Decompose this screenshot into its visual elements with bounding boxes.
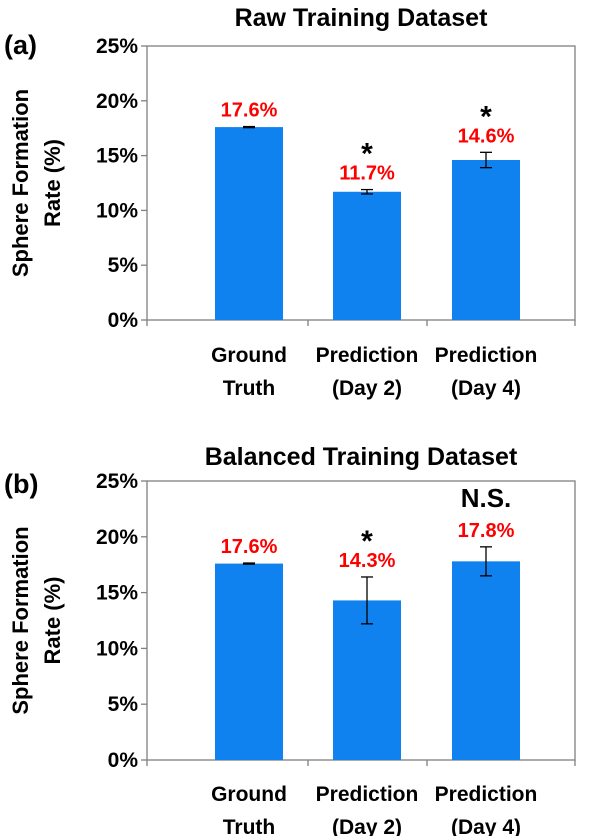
y-tick-label: 5% [108, 254, 139, 277]
bar [333, 600, 401, 760]
significance-star: * [361, 525, 373, 558]
bar [215, 563, 283, 760]
y-tick-label: 10% [96, 199, 138, 222]
data-label: 14.6% [458, 125, 515, 147]
data-label: 17.8% [458, 520, 515, 542]
x-category-label: Truth [223, 377, 276, 400]
y-axis-label-line: Sphere Formation [8, 526, 33, 714]
y-tick-label: 5% [108, 693, 139, 716]
bar [452, 561, 520, 760]
y-tick-label: 20% [96, 526, 138, 549]
y-tick-label: 25% [96, 470, 138, 493]
bar [452, 159, 520, 320]
x-category-label: (Day 2) [332, 816, 402, 836]
x-category-label: Truth [223, 816, 276, 836]
x-category-label: Prediction [316, 783, 419, 806]
x-category-label: Prediction [435, 783, 538, 806]
panel-label: (a) [4, 30, 37, 60]
data-label: 17.6% [221, 536, 278, 558]
y-tick-label: 15% [96, 582, 138, 605]
x-category-label: (Day 4) [451, 816, 521, 836]
panel-b: Balanced Training Dataset (b) Sphere Forma… [4, 443, 576, 836]
bar [333, 191, 401, 320]
data-label: 17.6% [221, 100, 278, 122]
panel-a: Raw Training Dataset (a) Sphere Formation R… [4, 4, 576, 400]
data-label: 14.3% [339, 550, 396, 572]
chart-title: Balanced Training Dataset [205, 443, 518, 471]
panel-label: (b) [4, 469, 38, 499]
data-label: 11.7% [339, 163, 395, 185]
y-axis-label-line: Rate (%) [40, 576, 65, 664]
y-tick-label: 0% [108, 309, 139, 332]
x-category-label: Prediction [435, 344, 538, 367]
y-tick-label: 10% [96, 637, 138, 660]
y-tick-label: 20% [96, 90, 138, 113]
y-axis-label-line: Rate (%) [40, 139, 65, 227]
chart-title: Raw Training Dataset [235, 4, 489, 32]
x-category-label: Prediction [316, 344, 419, 367]
significance-star: * [480, 100, 492, 133]
significance-label: N.S. [461, 483, 512, 513]
bar [215, 127, 283, 320]
x-category-label: Ground [211, 783, 287, 806]
significance-star: * [361, 138, 373, 171]
x-category-label: Ground [211, 344, 287, 367]
y-axis-label: Sphere Formation Rate (%) [8, 89, 65, 277]
y-tick-label: 15% [96, 145, 138, 168]
y-axis-label: Sphere Formation Rate (%) [8, 526, 65, 714]
y-axis-label-line: Sphere Formation [8, 89, 33, 277]
x-category-label: (Day 4) [451, 377, 521, 400]
x-category-label: (Day 2) [332, 377, 402, 400]
y-tick-label: 25% [96, 35, 138, 58]
y-tick-label: 0% [108, 749, 139, 772]
